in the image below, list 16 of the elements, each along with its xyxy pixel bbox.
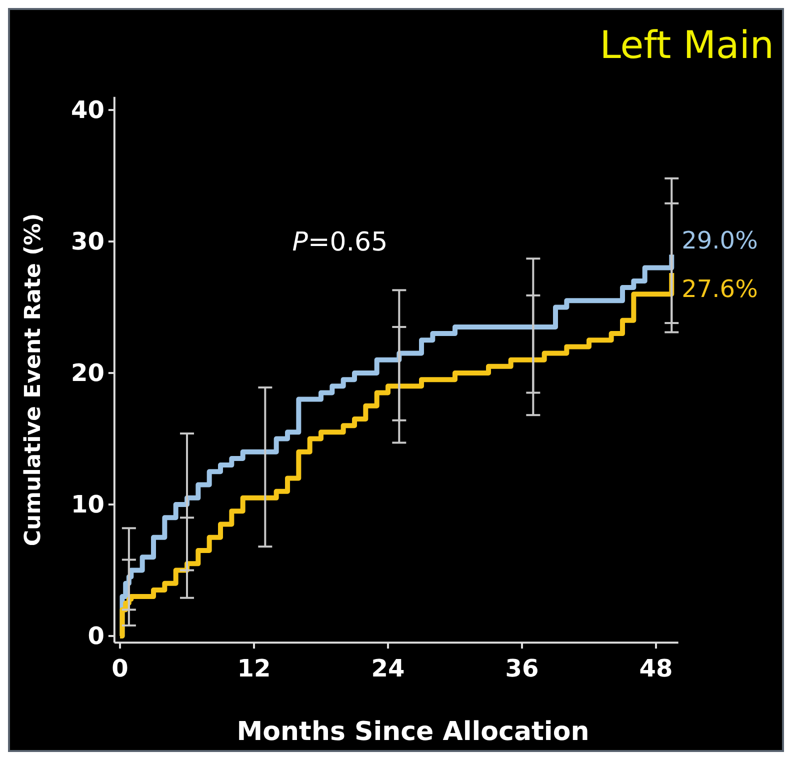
y-tick-label: 20 xyxy=(71,359,104,387)
chart-title: Left Main xyxy=(600,23,774,67)
y-tick-label: 30 xyxy=(71,228,104,256)
y-tick-label: 40 xyxy=(71,96,104,124)
x-tick-label: 0 xyxy=(112,654,128,683)
y-axis-title: Cumulative Event Rate (%) xyxy=(21,213,46,546)
y-tick-label: 10 xyxy=(71,490,104,518)
data-label: 27.6% xyxy=(682,275,758,304)
x-tick-label: 12 xyxy=(237,654,271,683)
x-tick-label: 36 xyxy=(505,654,539,683)
x-tick-label: 48 xyxy=(639,654,673,683)
annotation: P=0.65 xyxy=(292,228,388,258)
data-label: 29.0% xyxy=(682,226,758,255)
x-tick-label: 24 xyxy=(371,654,405,683)
x-axis-title: Months Since Allocation xyxy=(236,717,590,747)
y-tick-label: 0 xyxy=(88,622,104,650)
